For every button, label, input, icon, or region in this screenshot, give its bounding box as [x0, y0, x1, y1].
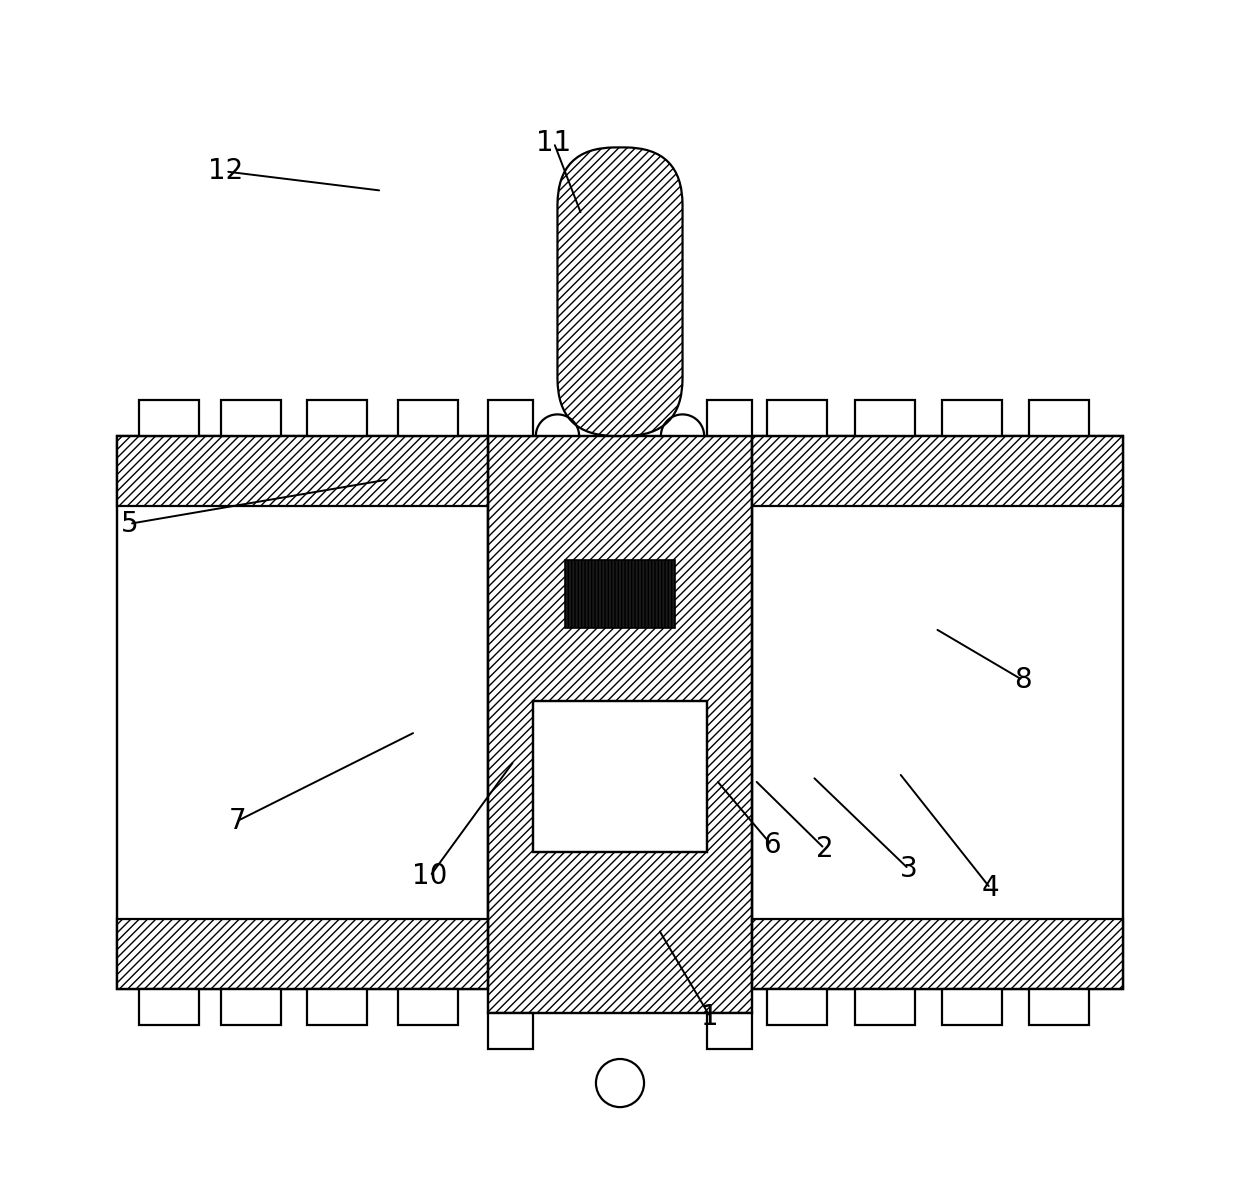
Bar	[942, 990, 1002, 1026]
Text: 6: 6	[763, 831, 780, 858]
Bar	[753, 436, 1122, 990]
Text: 3: 3	[900, 855, 918, 883]
Bar	[139, 990, 200, 1026]
Bar	[487, 436, 753, 1014]
Bar	[533, 701, 707, 852]
Bar	[564, 560, 676, 628]
Bar	[1029, 400, 1089, 436]
FancyBboxPatch shape	[558, 147, 682, 436]
Bar	[533, 701, 707, 852]
Text: 5: 5	[120, 509, 138, 538]
Bar	[854, 400, 915, 436]
Bar	[487, 1014, 533, 1050]
Bar	[118, 436, 487, 506]
Bar	[854, 990, 915, 1026]
Bar	[118, 436, 487, 990]
Bar	[766, 400, 827, 436]
Text: 2: 2	[816, 834, 833, 862]
Bar	[118, 436, 487, 990]
Bar	[753, 436, 1122, 506]
Bar	[707, 1014, 753, 1050]
Bar	[398, 990, 458, 1026]
Bar	[766, 990, 827, 1026]
FancyBboxPatch shape	[558, 147, 682, 436]
Bar	[308, 990, 367, 1026]
Text: 10: 10	[412, 862, 448, 890]
Bar	[308, 400, 367, 436]
Bar	[139, 400, 200, 436]
Text: 12: 12	[208, 158, 243, 185]
Bar	[753, 920, 1122, 990]
Bar	[221, 400, 281, 436]
Bar	[487, 400, 533, 436]
Bar	[1029, 990, 1089, 1026]
Text: 7: 7	[228, 807, 247, 834]
Circle shape	[596, 1060, 644, 1108]
Bar	[487, 436, 753, 1014]
Bar	[707, 400, 753, 436]
Text: 11: 11	[536, 129, 572, 157]
Bar	[753, 436, 1122, 990]
Bar	[221, 990, 281, 1026]
Bar	[942, 400, 1002, 436]
Text: 4: 4	[982, 874, 999, 902]
Text: 8: 8	[1014, 666, 1032, 695]
Text: 1: 1	[702, 1003, 719, 1031]
Bar	[118, 920, 487, 990]
Bar	[398, 400, 458, 436]
